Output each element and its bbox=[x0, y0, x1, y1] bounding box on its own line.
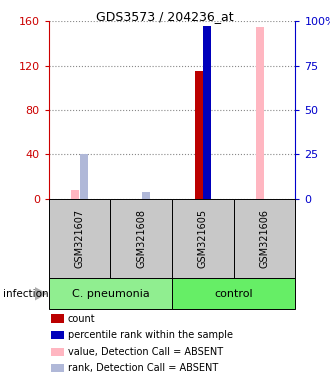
Bar bbox=[71, 190, 79, 199]
Text: GSM321606: GSM321606 bbox=[259, 209, 270, 268]
Bar bbox=[142, 192, 149, 199]
Bar bbox=[203, 26, 211, 199]
Text: GSM321605: GSM321605 bbox=[198, 209, 208, 268]
Text: GDS3573 / 204236_at: GDS3573 / 204236_at bbox=[96, 10, 234, 23]
Text: percentile rank within the sample: percentile rank within the sample bbox=[68, 330, 233, 340]
Text: count: count bbox=[68, 314, 95, 324]
Text: control: control bbox=[214, 289, 253, 299]
Text: value, Detection Call = ABSENT: value, Detection Call = ABSENT bbox=[68, 347, 223, 357]
Bar bbox=[256, 26, 264, 199]
Polygon shape bbox=[35, 287, 47, 301]
Text: GSM321607: GSM321607 bbox=[75, 209, 85, 268]
Text: infection: infection bbox=[3, 289, 49, 299]
Text: C. pneumonia: C. pneumonia bbox=[72, 289, 149, 299]
Bar bbox=[195, 71, 203, 199]
Text: GSM321608: GSM321608 bbox=[136, 209, 146, 268]
Bar bbox=[80, 154, 88, 199]
Text: rank, Detection Call = ABSENT: rank, Detection Call = ABSENT bbox=[68, 363, 218, 373]
